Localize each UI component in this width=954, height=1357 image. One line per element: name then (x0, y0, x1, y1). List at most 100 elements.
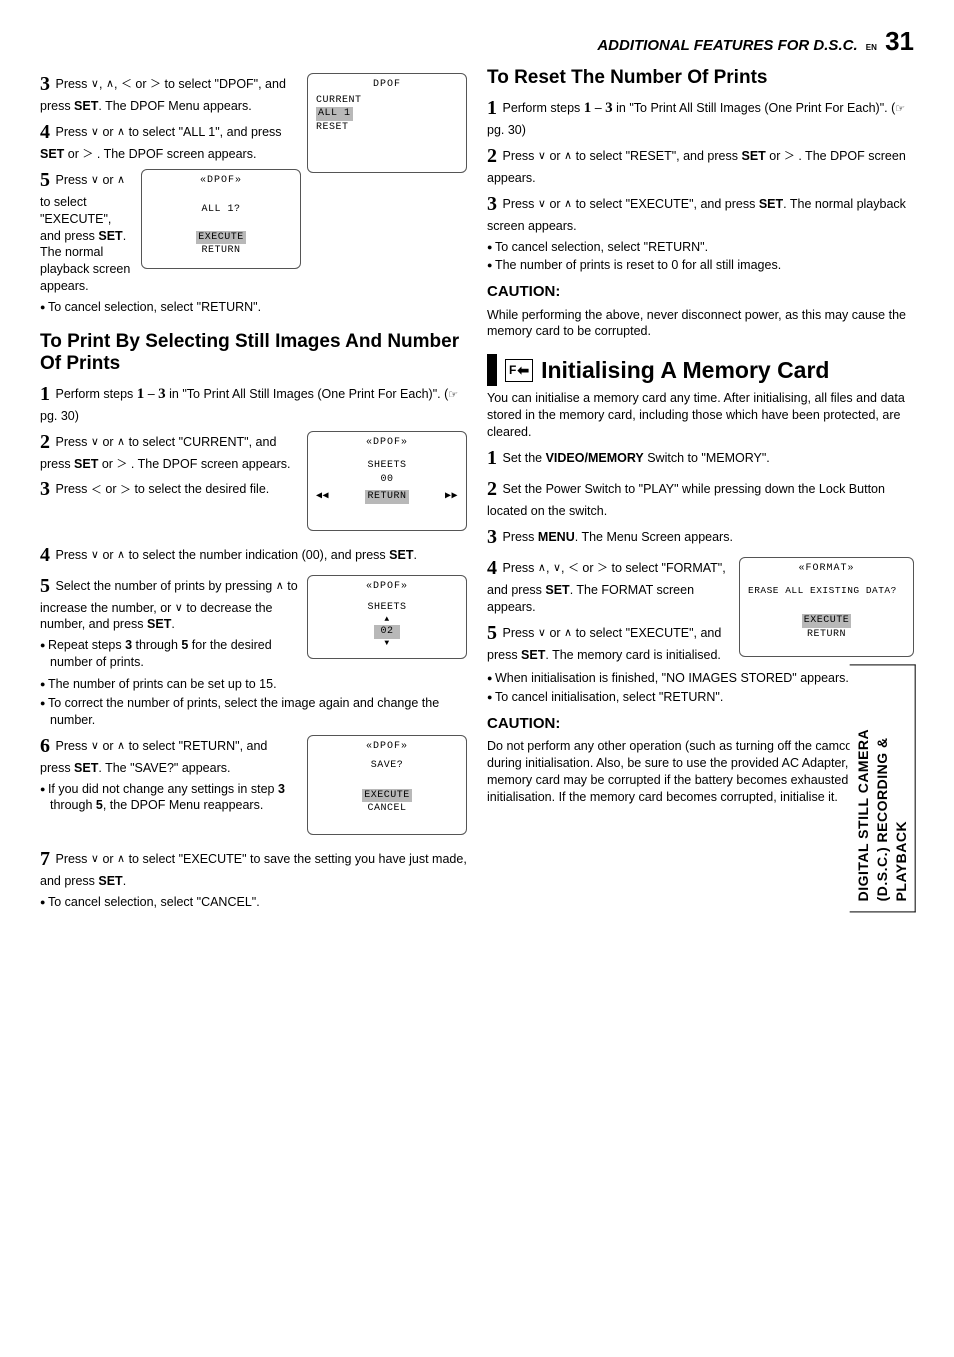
step-number: 3 (487, 526, 497, 548)
return-option: RETURN (150, 244, 292, 258)
step-number: 1 (487, 447, 497, 469)
step-number: 2 (487, 145, 497, 167)
bullet-item: The number of prints can be set up to 15… (40, 676, 467, 693)
left-icon: ＜ (121, 79, 132, 90)
header-title: ADDITIONAL FEATURES FOR D.S.C. (597, 37, 857, 54)
left-column: DPOF CURRENT ALL 1 RESET 3 Press ∨, ∧, ＜… (40, 67, 467, 912)
up-icon: ∧ (117, 550, 125, 561)
down-arrow-icon: ▼ (316, 639, 458, 650)
up-icon: ∧ (117, 175, 125, 186)
section-heading-initialising: F⬅ Initialising A Memory Card (487, 354, 914, 386)
step-number: 4 (487, 557, 497, 579)
up-icon: ∧ (117, 437, 125, 448)
down-icon: ∨ (91, 127, 99, 138)
bullet-list: To cancel selection, select "CANCEL". (40, 894, 467, 911)
step-number: 4 (40, 121, 50, 143)
step-r3: 3 Press ∨ or ∧ to select "EXECUTE", and … (487, 191, 914, 235)
screen-title: «FORMAT» (748, 562, 905, 576)
up-icon: ∧ (117, 854, 125, 865)
left-arrow-icon: ⬅ (517, 361, 529, 380)
step-number: 4 (40, 544, 50, 566)
next-icon: ▶▶ (445, 490, 458, 504)
page-ref-icon: ☞ (895, 102, 905, 117)
down-icon: ∨ (91, 79, 99, 90)
screen-title: DPOF (316, 78, 458, 92)
bullet-item: The number of prints is reset to 0 for a… (487, 257, 914, 274)
right-icon: ＞ (784, 151, 795, 162)
step-number: 5 (487, 622, 497, 644)
caution-text: While performing the above, never discon… (487, 307, 914, 341)
subheading-reset-prints: To Reset The Number Of Prints (487, 67, 914, 89)
right-icon: ＞ (150, 79, 161, 90)
step-r2: 2 Press ∨ or ∧ to select "RESET", and pr… (487, 143, 914, 187)
down-icon: ∨ (538, 628, 546, 639)
erase-prompt: ERASE ALL EXISTING DATA? (748, 585, 905, 598)
caution-heading: CAUTION: (487, 282, 914, 302)
step-1: 1 Perform steps 1 – 3 in "To Print All S… (40, 381, 467, 425)
down-icon: ∨ (91, 741, 99, 752)
cancel-option: CANCEL (316, 802, 458, 816)
sheets-value: 02 (374, 625, 399, 639)
left-icon: ＜ (91, 485, 102, 496)
bullet-item: To correct the number of prints, select … (40, 695, 467, 729)
execute-option: EXECUTE (802, 614, 852, 628)
step-i1: 1 Set the VIDEO/MEMORY Switch to "MEMORY… (487, 445, 914, 472)
subheading-print-by-selecting: To Print By Selecting Still Images And N… (40, 331, 467, 375)
down-icon: ∨ (538, 151, 546, 162)
heading-title: Initialising A Memory Card (541, 355, 829, 386)
down-icon: ∨ (91, 437, 99, 448)
header-en: EN (866, 43, 877, 52)
step-r1: 1 Perform steps 1 – 3 in "To Print All S… (487, 95, 914, 139)
down-icon: ∨ (91, 550, 99, 561)
down-icon: ∨ (175, 603, 183, 614)
bullet-item: To cancel selection, select "RETURN". (40, 299, 467, 316)
page-header: ADDITIONAL FEATURES FOR D.S.C. EN 31 (40, 24, 914, 61)
screen-format: «FORMAT» ERASE ALL EXISTING DATA? EXECUT… (739, 557, 914, 657)
screen-line: ALL 1? (150, 203, 292, 217)
up-arrow-icon: ▲ (316, 615, 458, 626)
step-number: 3 (40, 478, 50, 500)
step-number: 3 (487, 193, 497, 215)
step-4b: 4 Press ∨ or ∧ to select the number indi… (40, 542, 467, 569)
menu-item: RESET (316, 122, 349, 133)
page-ref-icon: ☞ (448, 388, 458, 403)
screen-title: «DPOF» (316, 580, 458, 594)
down-icon: ∨ (91, 854, 99, 865)
up-icon: ∧ (117, 741, 125, 752)
vertical-tab-label: DIGITAL STILL CAMERA (D.S.C.) RECORDING … (850, 664, 916, 912)
right-icon: ＞ (120, 485, 131, 496)
step-number: 7 (40, 848, 50, 870)
right-icon: ＞ (116, 459, 127, 470)
sheets-value: 00 (316, 473, 458, 487)
left-icon: ＜ (568, 563, 579, 574)
step-number: 5 (40, 169, 50, 191)
step-7: 7 Press ∨ or ∧ to select "EXECUTE" to sa… (40, 846, 467, 890)
bullet-list: To cancel selection, select "RETURN". Th… (487, 239, 914, 275)
up-icon: ∧ (106, 79, 114, 90)
screen-dpof-menu: DPOF CURRENT ALL 1 RESET (307, 73, 467, 173)
sheets-label: SHEETS (316, 601, 458, 615)
format-box-icon: F⬅ (505, 359, 533, 382)
execute-option: EXECUTE (196, 231, 246, 245)
up-icon: ∧ (538, 563, 546, 574)
init-intro: You can initialise a memory card any tim… (487, 390, 914, 441)
step-number: 3 (40, 73, 50, 95)
step-number: 5 (40, 575, 50, 597)
screen-title: «DPOF» (316, 436, 458, 450)
step-number: 1 (487, 97, 497, 119)
up-icon: ∧ (564, 199, 572, 210)
screen-dpof-sheets0: «DPOF» SHEETS 00 ◀◀RETURN▶▶ (307, 431, 467, 531)
right-icon: ＞ (82, 149, 93, 160)
screen-dpof-save: «DPOF» SAVE? EXECUTE CANCEL (307, 735, 467, 835)
bullet-list: The number of prints can be set up to 15… (40, 676, 467, 729)
step-number: 6 (40, 735, 50, 757)
bullet-list: To cancel selection, select "RETURN". (40, 299, 467, 316)
up-icon: ∧ (564, 628, 572, 639)
screen-title: «DPOF» (316, 740, 458, 754)
up-icon: ∧ (117, 127, 125, 138)
down-icon: ∨ (91, 175, 99, 186)
return-option: RETURN (365, 490, 408, 504)
screen-dpof-all1: «DPOF» ALL 1? EXECUTE RETURN (141, 169, 301, 269)
step-number: 1 (40, 383, 50, 405)
heading-bar-icon (487, 354, 497, 386)
